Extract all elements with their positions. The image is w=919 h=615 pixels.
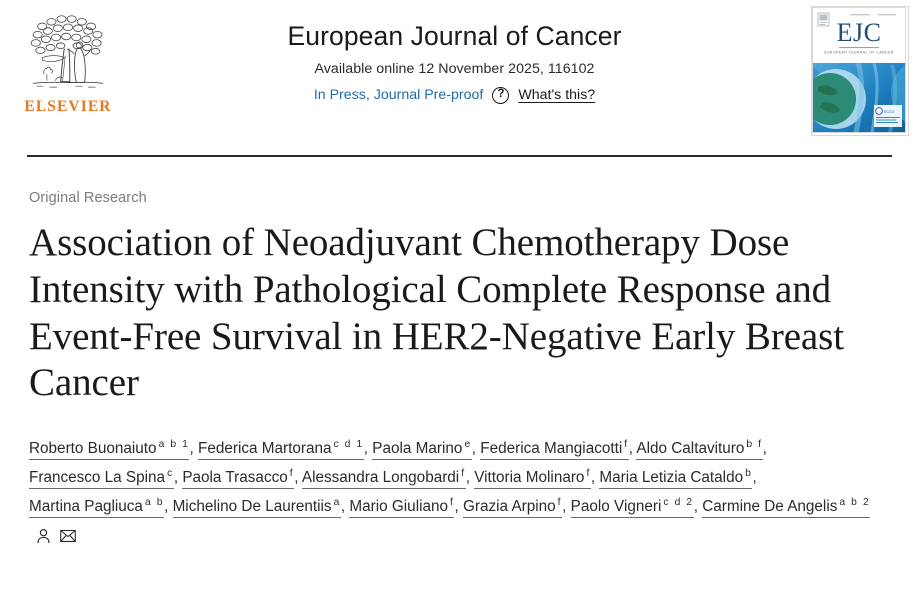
journal-title: European Journal of Cancer (287, 21, 622, 51)
author-list: Roberto Buonaiuto a b 1, Federica Martora… (29, 435, 889, 550)
journal-cover-thumbnail[interactable]: EJC EUROPEAN JOURNAL OF CANCER (811, 6, 909, 136)
author-name-link[interactable]: Roberto Buonaiuto a b 1 (29, 439, 190, 461)
journal-header-center: European Journal of Cancer Available onl… (150, 21, 759, 104)
author-entry: Carmine De Angelis a b 2 (702, 496, 871, 518)
author-separator: , (363, 440, 373, 458)
author-affiliation-marker[interactable]: b f (746, 439, 763, 451)
author-affiliation-marker[interactable]: f (461, 467, 466, 479)
help-question-icon[interactable]: ? (492, 86, 510, 104)
author-affiliation-marker[interactable]: c d 2 (663, 496, 694, 508)
author-separator: , (173, 468, 183, 486)
author-entry: Francesco La Spina c (29, 467, 174, 489)
author-action-icons (36, 528, 76, 544)
journal-preproof-link[interactable]: In Press, Journal Pre-proof (313, 87, 484, 104)
author-name-link[interactable]: Francesco La Spina c (29, 467, 174, 489)
author-separator: , (465, 468, 475, 486)
svg-text:ECCO: ECCO (884, 110, 895, 114)
author-separator: , (340, 497, 350, 515)
author-name-link[interactable]: Maria Letizia Cataldo b (599, 467, 753, 489)
author-separator: , (693, 497, 703, 515)
journal-cover-image: EJC EUROPEAN JOURNAL OF CANCER (812, 7, 906, 133)
author-entry: Federica Martorana c d 1 (197, 439, 364, 461)
author-affiliation-marker[interactable]: f (557, 496, 563, 508)
author-affiliation-marker[interactable]: f (624, 439, 629, 451)
author-separator: , (294, 468, 302, 486)
author-entry: Martina Pagliuca a b (29, 496, 165, 518)
author-entry: Maria Letizia Cataldo b (599, 467, 753, 489)
author-affiliation-marker[interactable]: a (333, 496, 341, 508)
author-separator: , (762, 440, 767, 458)
author-separator: , (471, 440, 481, 458)
author-name-link[interactable]: Vittoria Molinaro f (474, 467, 591, 489)
author-affiliation-marker[interactable]: a b 2 (839, 496, 871, 508)
author-affiliation-marker[interactable]: e (464, 439, 472, 451)
publication-status-row: In Press, Journal Pre-proof ? What's thi… (150, 86, 759, 104)
author-entry: Roberto Buonaiuto a b 1 (29, 439, 190, 461)
author-name-link[interactable]: Grazia Arpino f (462, 496, 563, 518)
elsevier-logo[interactable]: ELSEVIER (22, 8, 114, 126)
author-affiliation-marker[interactable]: b (745, 467, 753, 479)
author-affiliation-marker[interactable]: a b (144, 496, 165, 508)
author-separator: , (164, 497, 173, 515)
author-entry: Grazia Arpino f (462, 496, 563, 518)
author-name-link[interactable]: Paola Trasacco f (182, 467, 295, 489)
header-divider (27, 155, 892, 157)
elsevier-tree-icon (30, 15, 104, 88)
author-separator: , (454, 497, 463, 515)
author-affiliation-marker[interactable]: f (586, 467, 591, 479)
author-entry: Paolo Vigneri c d 2 (570, 496, 694, 518)
elsevier-wordmark: ELSEVIER (24, 98, 112, 115)
author-name-link[interactable]: Martina Pagliuca a b (29, 496, 165, 518)
svg-text:EUROPEAN JOURNAL OF CANCER: EUROPEAN JOURNAL OF CANCER (824, 51, 894, 55)
journal-header: ELSEVIER European Journal of Cancer Avai… (0, 0, 919, 157)
author-entry: Paola Trasacco f (182, 467, 295, 489)
author-affiliation-marker[interactable]: a b 1 (158, 439, 190, 451)
author-name-link[interactable]: Federica Martorana c d 1 (197, 439, 364, 461)
author-entry: Alessandra Longobardi f (301, 467, 466, 489)
article-type-label: Original Research (29, 190, 147, 206)
author-entry: Aldo Caltavituro b f (636, 439, 763, 461)
author-name-link[interactable]: Paolo Vigneri c d 2 (570, 496, 694, 518)
availability-text: Available online 12 November 2025, 11610… (314, 60, 595, 77)
corresponding-author-email-icon[interactable] (60, 529, 76, 543)
author-name-link[interactable]: Paola Marino e (372, 439, 472, 461)
author-separator: , (628, 440, 637, 458)
author-affiliation-marker[interactable]: c d 1 (333, 439, 364, 451)
author-entry: Paola Marino e (372, 439, 472, 461)
article-title: Association of Neoadjuvant Chemotherapy … (29, 221, 844, 405)
author-name-link[interactable]: Aldo Caltavituro b f (636, 439, 763, 461)
author-entry: Mario Giuliano f (349, 496, 455, 518)
author-affiliation-marker[interactable]: f (450, 496, 455, 508)
author-name-link[interactable]: Carmine De Angelis a b 2 (702, 496, 871, 518)
author-separator: , (752, 468, 757, 486)
author-name-link[interactable]: Mario Giuliano f (349, 496, 455, 518)
author-entry: Michelino De Laurentiis a (172, 496, 341, 518)
whats-this-link[interactable]: What's this? (518, 87, 596, 104)
author-name-link[interactable]: Alessandra Longobardi f (301, 467, 466, 489)
author-name-link[interactable]: Michelino De Laurentiis a (172, 496, 341, 518)
article-header: Original Research Association of Neoadju… (29, 190, 892, 550)
author-profile-icon[interactable] (36, 528, 51, 544)
author-affiliation-marker[interactable]: f (289, 467, 295, 479)
author-entry: Vittoria Molinaro f (474, 467, 591, 489)
author-name-link[interactable]: Federica Mangiacotti f (480, 439, 629, 461)
author-entry: Federica Mangiacotti f (480, 439, 629, 461)
svg-text:EJC: EJC (837, 18, 882, 47)
author-separator: , (562, 497, 571, 515)
author-separator: , (189, 440, 198, 458)
author-affiliation-marker[interactable]: c (167, 467, 174, 479)
author-separator: , (590, 468, 600, 486)
